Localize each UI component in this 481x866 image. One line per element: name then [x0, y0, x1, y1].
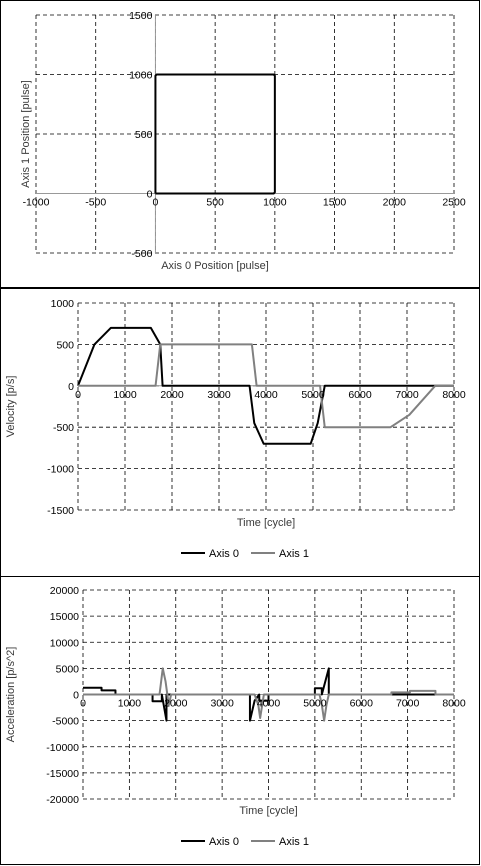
legend-label-axis-1: Axis 1: [279, 548, 309, 560]
y-tick-label: 5000: [56, 663, 80, 675]
y-tick-label: 1500: [129, 10, 153, 22]
x-tick-label: 6000: [348, 389, 372, 401]
x-tick-label: 3000: [210, 698, 234, 710]
series-line-axis-1: [78, 343, 454, 429]
y-tick-label: -20000: [46, 794, 79, 806]
x-axis-title: Time [cycle]: [239, 805, 297, 817]
y-tick-label: -10000: [46, 742, 79, 754]
legend-label-axis-0: Axis 0: [209, 836, 239, 848]
y-tick-label: -5000: [52, 716, 79, 728]
x-tick-label: 500: [206, 197, 224, 209]
acceleration-chart-panel: 0 1000 2000 3000 4000 5000 6000 7000 8000 -20000 -…: [0, 576, 480, 865]
y-tick-label: 500: [56, 339, 74, 351]
acceleration-chart: 0 1000 2000 3000 4000 5000 6000 7000 8000 -20000 -…: [5, 585, 466, 848]
x-tick-label: 2000: [164, 698, 188, 710]
x-tick-label: 0: [80, 698, 86, 710]
x-tick-label: -500: [85, 197, 106, 209]
y-tick-label: 1000: [51, 298, 75, 310]
x-tick-label: 1000: [263, 197, 287, 209]
x-tick-label: 2000: [383, 197, 407, 209]
x-tick-label: 7000: [395, 389, 419, 401]
y-tick-label: 1000: [129, 70, 153, 82]
y-axis-title: Velocity [p/s]: [5, 376, 17, 438]
y-tick-label: -15000: [46, 768, 79, 780]
velocity-chart-panel: 0 1000 2000 3000 4000 5000 6000 7000 8000 -1500 -1…: [0, 288, 480, 577]
x-tick-label: 1500: [323, 197, 347, 209]
x-tick-label: 4000: [254, 389, 278, 401]
xy-position-chart: -1000 -500 0 500 1000 1500 2000 2500 -500 0 500 100…: [20, 10, 466, 272]
x-tick-label: 2500: [442, 197, 466, 209]
x-tick-label: 0: [153, 197, 159, 209]
x-tick-label: 5000: [301, 389, 325, 401]
y-tick-label: 500: [135, 129, 153, 141]
y-tick-label: -1000: [47, 464, 74, 476]
x-tick-label: 2000: [160, 389, 184, 401]
y-tick-label: -1500: [47, 505, 74, 517]
x-tick-label: 1000: [113, 389, 137, 401]
y-tick-label: 0: [147, 189, 153, 201]
y-axis-title: Axis 1 Position [pulse]: [20, 80, 32, 188]
xy-position-chart-panel: -1000 -500 0 500 1000 1500 2000 2500 -500 0 500 100…: [0, 0, 480, 288]
y-tick-label: 0: [68, 381, 74, 393]
series-line-axis-0: [77, 326, 454, 445]
legend-label-axis-1: Axis 1: [279, 836, 309, 848]
legend-label-axis-0: Axis 0: [209, 548, 239, 560]
y-tick-label: -500: [53, 422, 74, 434]
x-tick-label: 3000: [207, 389, 231, 401]
x-tick-label: 8000: [442, 698, 466, 710]
series-line-series-0: [154, 73, 276, 195]
x-tick-label: 6000: [350, 698, 374, 710]
y-tick-label: -500: [131, 248, 152, 260]
y-axis-title: Acceleration [p/s^2]: [5, 647, 17, 743]
x-tick-label: 8000: [442, 389, 466, 401]
x-axis-title: Time [cycle]: [237, 517, 295, 529]
y-tick-label: 10000: [50, 637, 79, 649]
x-tick-label: -1000: [23, 197, 50, 209]
x-tick-label: 4000: [257, 698, 281, 710]
x-tick-label: 5000: [303, 698, 327, 710]
velocity-chart: 0 1000 2000 3000 4000 5000 6000 7000 8000-1500-1…: [5, 298, 466, 560]
x-tick-label: 1000: [118, 698, 142, 710]
y-tick-label: 0: [73, 690, 79, 702]
y-tick-label: 15000: [50, 611, 79, 623]
x-axis-title: Axis 0 Position [pulse]: [161, 260, 269, 272]
x-tick-label: 7000: [396, 698, 420, 710]
x-tick-label: 0: [75, 389, 81, 401]
series-line-axis-1: [83, 667, 454, 722]
y-tick-label: 20000: [50, 585, 79, 597]
